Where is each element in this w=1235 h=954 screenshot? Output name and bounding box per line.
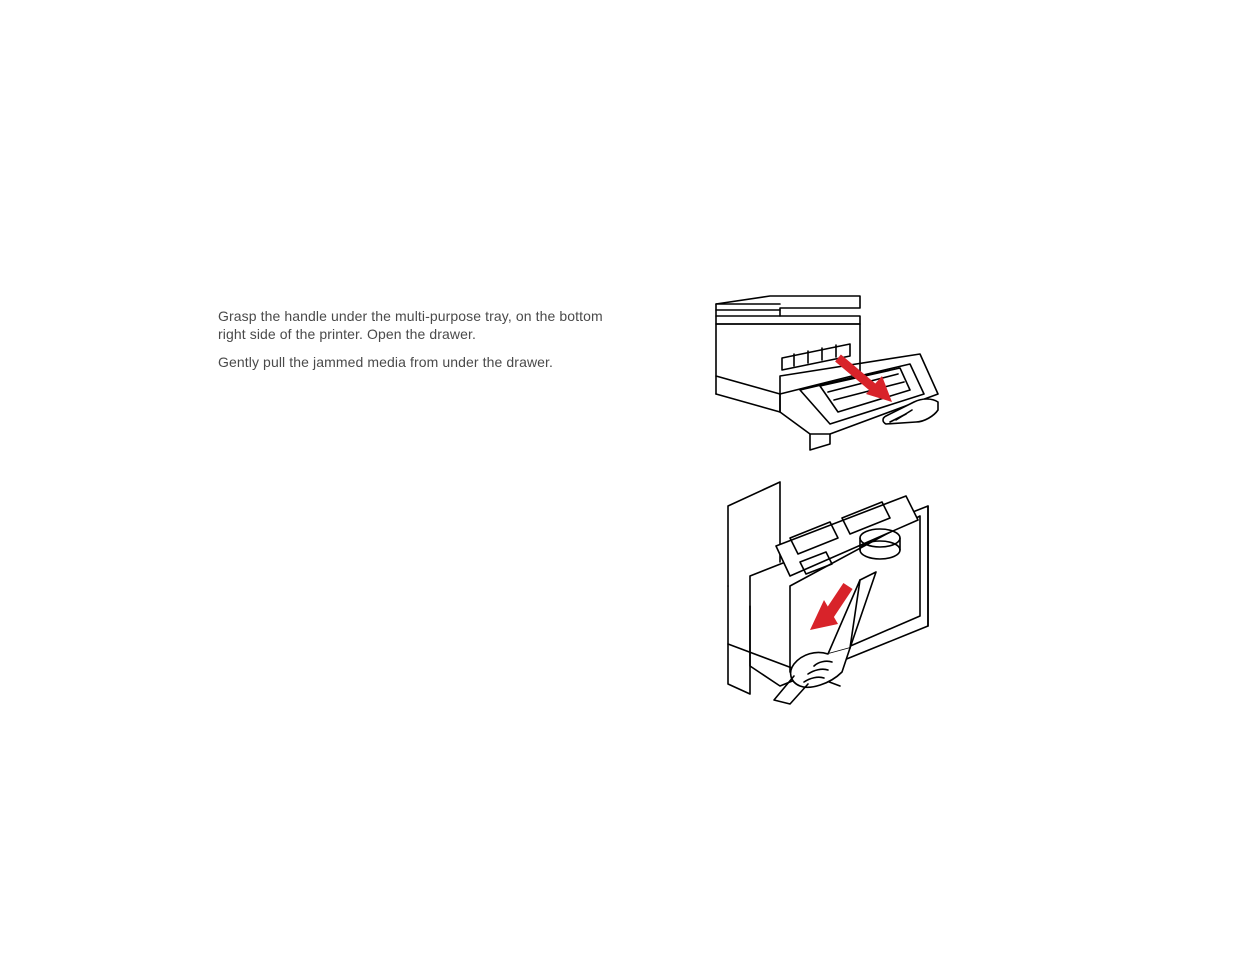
instruction-text-column: Grasp the handle under the multi-purpose… xyxy=(218,307,618,382)
instruction-paragraph-2: Gently pull the jammed media from under … xyxy=(218,353,618,371)
figure-open-drawer xyxy=(710,294,940,454)
figure-pull-jammed-media xyxy=(710,476,940,706)
instruction-paragraph-1: Grasp the handle under the multi-purpose… xyxy=(218,307,618,343)
page: Grasp the handle under the multi-purpose… xyxy=(0,0,1235,954)
